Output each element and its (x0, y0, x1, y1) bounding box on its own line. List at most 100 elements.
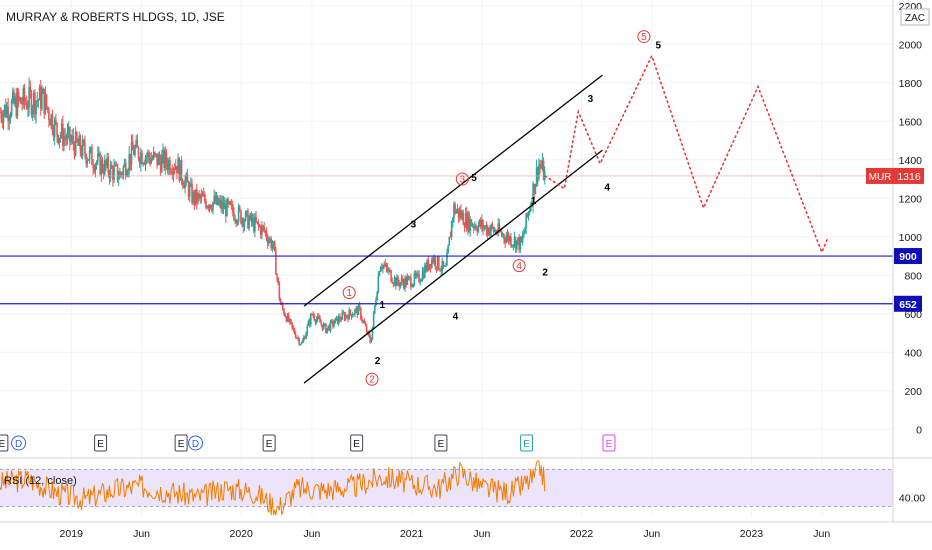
candle-body (485, 225, 488, 235)
candle-body (84, 143, 86, 155)
candle-body (305, 333, 307, 339)
candle-body (43, 88, 46, 114)
candle-body (424, 265, 426, 278)
candle-body (362, 320, 364, 322)
candle-body (59, 135, 62, 139)
candle-body (509, 236, 511, 242)
candle-body (316, 315, 319, 320)
candle-body (86, 160, 89, 164)
candle-body (31, 108, 34, 115)
chart-title: MURRAY & ROBERTS HLDGS, 1D, JSE (6, 10, 225, 24)
candle-body (42, 88, 44, 94)
candle-body (276, 274, 278, 278)
candle-body (450, 221, 453, 238)
candle-body (261, 225, 263, 236)
candle-body (370, 339, 373, 343)
candle-body (190, 183, 192, 186)
wave-label: 4 (604, 183, 610, 194)
candle-body (120, 172, 122, 174)
candle-body (39, 86, 42, 109)
candle-body (474, 225, 476, 228)
candle-body (539, 164, 541, 167)
candle-body (70, 139, 72, 143)
candle-body (237, 207, 240, 222)
candle-body (193, 192, 196, 204)
candle-body (133, 150, 135, 156)
candle-body (170, 172, 172, 174)
candle-body (321, 324, 324, 330)
candle-body (279, 298, 282, 305)
candle-body (212, 202, 214, 211)
currency-box (900, 8, 930, 26)
candle-body (36, 100, 39, 102)
candle-body (300, 343, 303, 345)
candle-body (365, 325, 368, 333)
candle-body (336, 316, 339, 324)
rsi-pane: RSI (12, close) (0, 457, 932, 516)
candle-body (297, 337, 299, 339)
candle-body (498, 223, 501, 232)
candle-body (128, 153, 131, 171)
candle-body (285, 316, 288, 322)
candle-body (180, 160, 183, 181)
candle-body (491, 224, 494, 228)
candle-body (454, 204, 456, 214)
candle-body (117, 178, 120, 180)
candle-body (18, 98, 21, 101)
candle-body (53, 119, 56, 137)
wave-label: 5 (641, 32, 647, 43)
candle-body (88, 150, 91, 160)
candle-body (517, 237, 519, 241)
candle-body (471, 225, 474, 227)
wave-labels: 1 2 3 4 5 1 2 3 4 5 1 2 3 4 5 (342, 30, 662, 386)
candle-body (247, 210, 249, 229)
candle-body (73, 144, 76, 156)
wave-label: 1 (379, 300, 385, 311)
candle-body (401, 278, 404, 283)
candle-body (412, 283, 415, 287)
candle-body (307, 320, 310, 326)
candle-body (318, 315, 320, 319)
candle-body (522, 233, 525, 236)
candle-body (469, 219, 472, 232)
candle-body (108, 172, 111, 179)
candle-body (12, 91, 14, 102)
level-tag (894, 295, 922, 312)
candle-body (37, 99, 40, 101)
candle-body (492, 227, 495, 232)
candle-body (347, 316, 349, 320)
candle-body (114, 164, 117, 167)
event-label: E (523, 439, 530, 450)
candle-body (150, 158, 153, 164)
y-tick-label: 1000 (899, 232, 923, 244)
candle-body (442, 260, 445, 267)
event-marker (174, 434, 188, 452)
candle-body (72, 135, 75, 145)
candle-body (5, 104, 7, 117)
candle-body (204, 194, 206, 202)
candle-body (98, 153, 100, 155)
candle-body (178, 158, 181, 181)
y-tick-label: 200 (904, 386, 922, 398)
candle-body (167, 160, 170, 170)
candle-body (449, 236, 452, 238)
candle-body (306, 325, 309, 334)
candle-body (263, 226, 266, 231)
candle-body (536, 167, 539, 179)
candle-body (93, 168, 96, 172)
candle-body (387, 269, 390, 272)
candle-body (432, 258, 434, 263)
candle-body (422, 271, 425, 278)
candle-body (447, 245, 449, 254)
candle-body (511, 245, 513, 247)
candle-body (385, 263, 388, 268)
candle-body (127, 170, 129, 175)
wave-circle (455, 172, 469, 186)
candle-body (277, 277, 279, 284)
channel-line (303, 149, 603, 384)
candle-body (337, 316, 340, 324)
candle-body (439, 269, 441, 271)
candle-body (34, 92, 36, 115)
